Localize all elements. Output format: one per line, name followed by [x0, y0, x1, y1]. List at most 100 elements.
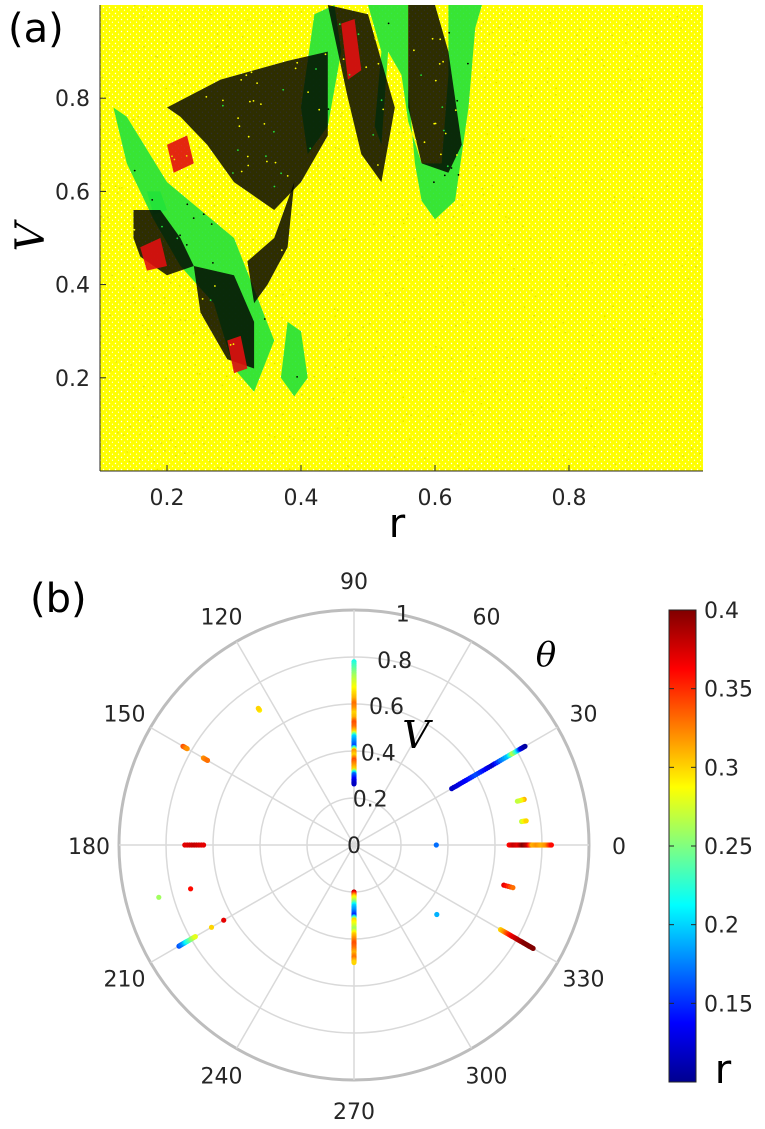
speckle-dot — [479, 385, 482, 387]
speckle-dot — [208, 460, 211, 463]
speckle-dot — [149, 425, 152, 427]
polar-point — [523, 818, 529, 824]
speckle-dot — [628, 442, 631, 445]
speckle-dot — [699, 243, 701, 246]
speckle-dot — [205, 96, 208, 98]
speckle-dot — [530, 289, 533, 292]
speckle-dot — [675, 341, 678, 343]
speckle-dot — [288, 435, 291, 438]
speckle-dot — [336, 427, 339, 429]
speckle-dot — [336, 377, 338, 380]
speckle-dot — [496, 69, 498, 72]
region-black-5 — [247, 182, 295, 304]
speckle-dot — [192, 399, 195, 401]
speckle-dot — [530, 95, 533, 97]
speckle-dot — [495, 456, 498, 458]
speckle-dot — [506, 430, 508, 433]
speckle-dot — [225, 375, 228, 378]
speckle-dot — [195, 55, 198, 58]
x-tick-label: 0.2 — [150, 486, 185, 511]
speckle-dot — [263, 318, 266, 320]
speckle-dot — [344, 457, 347, 460]
speckle-dot — [245, 74, 248, 77]
speckle-dot — [558, 362, 561, 365]
speckle-dot — [595, 393, 598, 396]
speckle-dot — [520, 81, 523, 84]
speckle-dot — [279, 10, 282, 13]
speckle-dot — [627, 446, 630, 448]
speckle-dot — [114, 185, 117, 188]
speckle-dot — [640, 90, 643, 93]
speckle-dot — [212, 262, 214, 264]
speckle-dot — [622, 222, 625, 225]
speckle-dot — [309, 147, 312, 150]
speckle-dot — [682, 455, 684, 457]
speckle-dot — [398, 131, 400, 134]
polar-point — [156, 894, 162, 900]
speckle-dot — [506, 356, 508, 359]
speckle-dot — [139, 433, 141, 435]
speckle-dot — [171, 83, 174, 85]
speckle-dot — [386, 294, 388, 297]
polar-spoke — [235, 844, 355, 1049]
speckle-dot — [443, 129, 445, 132]
speckle-dot — [498, 26, 500, 29]
speckle-dot — [185, 244, 188, 246]
speckle-dot — [186, 203, 189, 206]
speckle-dot — [200, 313, 202, 316]
speckle-dot — [640, 29, 643, 32]
polar-point — [192, 934, 198, 940]
speckle-dot — [627, 154, 629, 157]
speckle-dot — [355, 138, 357, 141]
speckle-dot — [174, 454, 177, 457]
speckle-dot — [698, 435, 701, 437]
speckle-dot — [434, 122, 437, 125]
polar-radius-label: 0.4 — [361, 741, 396, 766]
speckle-dot — [674, 443, 677, 446]
polar-angle-label: 210 — [104, 968, 146, 993]
speckle-dot — [100, 286, 103, 288]
polar-point — [433, 842, 439, 848]
speckle-dot — [656, 230, 659, 233]
speckle-dot — [690, 429, 692, 432]
speckle-dot — [413, 49, 415, 52]
speckle-dot — [555, 94, 557, 96]
speckle-dot — [534, 295, 537, 298]
y-tick-label: 0.6 — [55, 180, 90, 205]
speckle-dot — [639, 108, 641, 110]
colorbar-tick-label: 0.25 — [704, 835, 753, 860]
speckle-dot — [517, 26, 519, 29]
speckle-dot — [380, 99, 383, 102]
speckle-dot — [546, 434, 549, 437]
speckle-dot — [134, 301, 137, 304]
speckle-dot — [387, 22, 390, 25]
speckle-dot — [666, 185, 668, 188]
speckle-dot — [338, 23, 341, 26]
polar-theta-label: θ — [536, 635, 556, 675]
speckle-dot — [527, 440, 530, 442]
speckle-dot — [555, 87, 557, 90]
speckle-dot — [334, 315, 337, 318]
speckle-dot — [142, 385, 145, 388]
speckle-dot — [137, 115, 140, 118]
speckle-dot — [603, 315, 606, 318]
speckle-dot — [509, 138, 512, 140]
polar-angle-label: 180 — [68, 835, 110, 860]
speckle-dot — [168, 362, 171, 365]
speckle-dot — [107, 216, 109, 219]
speckle-dot — [202, 426, 204, 429]
speckle-dot — [621, 151, 624, 154]
speckle-dot — [413, 238, 415, 240]
speckle-dot — [699, 376, 702, 378]
speckle-dot — [146, 280, 148, 283]
speckle-dot — [646, 339, 649, 342]
speckle-dot — [132, 118, 135, 121]
speckle-dot — [563, 454, 565, 457]
speckle-dot — [252, 238, 254, 241]
speckle-dot — [280, 249, 283, 252]
speckle-dot — [697, 124, 700, 127]
speckle-dot — [263, 123, 266, 125]
polar-point — [201, 842, 207, 848]
speckle-dot — [332, 239, 335, 242]
speckle-dot — [358, 311, 361, 313]
